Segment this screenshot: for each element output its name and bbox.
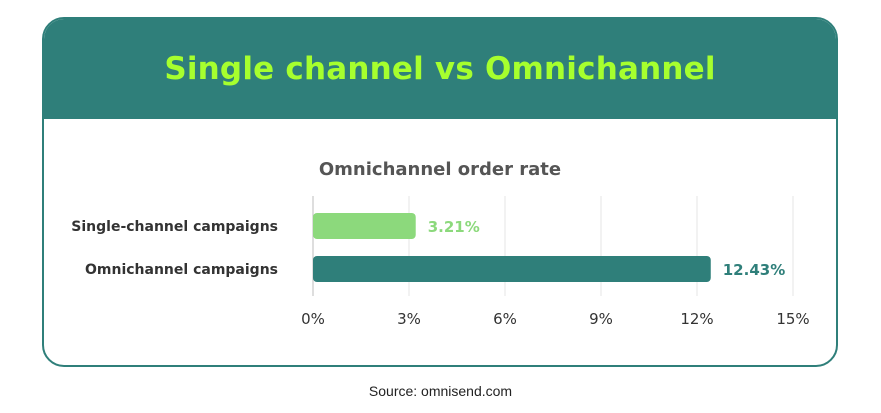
category-label: Single-channel campaigns xyxy=(71,219,278,235)
source-caption: Source: omnisend.com xyxy=(368,383,513,399)
x-tick-label: 3% xyxy=(397,310,421,328)
data-label: 3.21% xyxy=(428,218,480,236)
category-label: Omnichannel campaigns xyxy=(85,262,278,278)
data-label: 12.43% xyxy=(723,261,785,279)
chart-title: Omnichannel order rate xyxy=(319,159,561,180)
card-title: Single channel vs Omnichannel xyxy=(164,51,716,87)
chart-card: Single channel vs Omnichannel xyxy=(42,17,838,367)
x-tick-label: 6% xyxy=(493,310,517,328)
x-tick-label: 12% xyxy=(680,310,713,328)
x-tick-label: 0% xyxy=(301,310,325,328)
x-tick-label: 15% xyxy=(776,310,809,328)
card-header: Single channel vs Omnichannel xyxy=(44,19,836,119)
x-tick-label: 9% xyxy=(589,310,613,328)
bar-omnichannel xyxy=(313,256,711,282)
bar-single-channel xyxy=(313,213,416,239)
